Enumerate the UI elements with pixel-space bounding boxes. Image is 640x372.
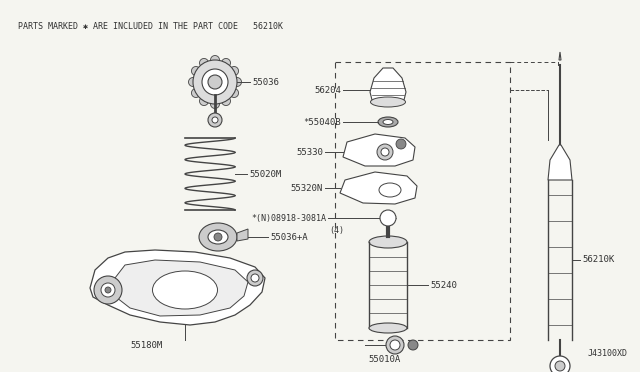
Polygon shape: [90, 250, 265, 325]
Circle shape: [247, 270, 263, 286]
Circle shape: [386, 336, 404, 354]
Circle shape: [555, 361, 565, 371]
Ellipse shape: [379, 183, 401, 197]
Polygon shape: [340, 172, 417, 204]
Circle shape: [200, 97, 209, 106]
Circle shape: [390, 340, 400, 350]
Polygon shape: [112, 260, 248, 316]
Circle shape: [230, 67, 239, 76]
Circle shape: [189, 77, 198, 87]
Text: PARTS MARKED ✱ ARE INCLUDED IN THE PART CODE   56210K: PARTS MARKED ✱ ARE INCLUDED IN THE PART …: [18, 22, 283, 31]
Circle shape: [208, 113, 222, 127]
Bar: [335, 62, 510, 340]
Text: 55036+A: 55036+A: [270, 232, 308, 241]
Circle shape: [191, 67, 200, 76]
Circle shape: [214, 233, 222, 241]
Circle shape: [200, 58, 209, 67]
Circle shape: [550, 356, 570, 372]
Ellipse shape: [371, 97, 406, 107]
Circle shape: [105, 287, 111, 293]
Circle shape: [408, 340, 418, 350]
Polygon shape: [548, 145, 572, 180]
Circle shape: [193, 60, 237, 104]
Polygon shape: [343, 134, 415, 166]
Text: (4): (4): [329, 226, 344, 235]
Ellipse shape: [152, 271, 218, 309]
Circle shape: [191, 89, 200, 97]
Circle shape: [232, 77, 241, 87]
Circle shape: [94, 276, 122, 304]
Ellipse shape: [369, 236, 407, 248]
Circle shape: [251, 274, 259, 282]
Text: 55320N: 55320N: [291, 183, 323, 192]
Circle shape: [377, 144, 393, 160]
Text: *(N)08918-3081A: *(N)08918-3081A: [251, 214, 326, 223]
Text: 56204: 56204: [314, 86, 341, 94]
Polygon shape: [370, 68, 406, 100]
Text: 55180M: 55180M: [130, 340, 163, 350]
Circle shape: [396, 139, 406, 149]
Text: J43100XD: J43100XD: [588, 349, 628, 358]
Circle shape: [221, 97, 230, 106]
Text: 56210K: 56210K: [582, 256, 614, 264]
Circle shape: [101, 283, 115, 297]
Ellipse shape: [383, 119, 393, 125]
Text: 55036: 55036: [252, 77, 279, 87]
Polygon shape: [237, 229, 248, 241]
Ellipse shape: [369, 323, 407, 333]
Circle shape: [381, 148, 389, 156]
Ellipse shape: [199, 223, 237, 251]
Ellipse shape: [378, 117, 398, 127]
Circle shape: [211, 99, 220, 109]
Circle shape: [208, 75, 222, 89]
Circle shape: [221, 58, 230, 67]
Polygon shape: [559, 52, 561, 60]
Text: 55240: 55240: [430, 280, 457, 289]
Text: 55010A: 55010A: [369, 355, 401, 363]
Text: *55040B: *55040B: [303, 118, 341, 126]
Text: 55330: 55330: [296, 148, 323, 157]
Circle shape: [211, 55, 220, 64]
Ellipse shape: [208, 230, 228, 244]
Circle shape: [230, 89, 239, 97]
Circle shape: [212, 117, 218, 123]
Circle shape: [380, 210, 396, 226]
Text: 55020M: 55020M: [249, 170, 281, 179]
Circle shape: [202, 69, 228, 95]
